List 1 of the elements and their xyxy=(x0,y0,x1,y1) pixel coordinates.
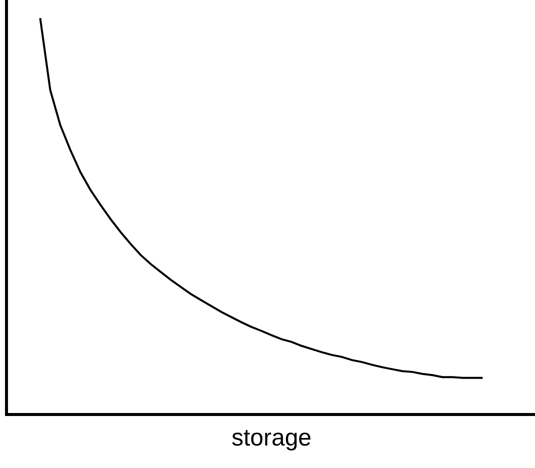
x-axis-title: storage xyxy=(231,424,312,452)
